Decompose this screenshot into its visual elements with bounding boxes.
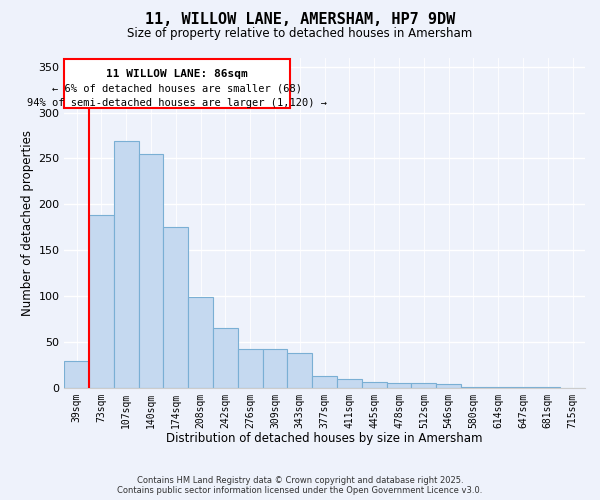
Bar: [412, 383, 436, 388]
Bar: [64, 361, 89, 388]
Bar: [362, 382, 386, 388]
Bar: [486, 387, 511, 388]
Bar: [535, 387, 560, 388]
X-axis label: Distribution of detached houses by size in Amersham: Distribution of detached houses by size …: [166, 432, 483, 445]
Text: Size of property relative to detached houses in Amersham: Size of property relative to detached ho…: [127, 28, 473, 40]
Bar: [287, 353, 312, 388]
Bar: [163, 227, 188, 388]
Y-axis label: Number of detached properties: Number of detached properties: [21, 130, 34, 316]
Bar: [89, 216, 114, 388]
Bar: [114, 141, 139, 388]
Text: Contains HM Land Registry data © Crown copyright and database right 2025.
Contai: Contains HM Land Registry data © Crown c…: [118, 476, 482, 495]
Bar: [312, 376, 337, 388]
Bar: [263, 349, 287, 388]
Text: 11 WILLOW LANE: 86sqm: 11 WILLOW LANE: 86sqm: [106, 68, 248, 78]
Bar: [188, 297, 213, 388]
Bar: [213, 328, 238, 388]
Text: 11, WILLOW LANE, AMERSHAM, HP7 9DW: 11, WILLOW LANE, AMERSHAM, HP7 9DW: [145, 12, 455, 28]
Text: ← 6% of detached houses are smaller (68): ← 6% of detached houses are smaller (68): [52, 83, 302, 93]
Bar: [436, 384, 461, 388]
Bar: [461, 387, 486, 388]
Bar: [386, 383, 412, 388]
Text: 94% of semi-detached houses are larger (1,120) →: 94% of semi-detached houses are larger (…: [27, 98, 327, 108]
Bar: [337, 380, 362, 388]
Bar: [238, 349, 263, 388]
Bar: [511, 387, 535, 388]
Bar: [139, 154, 163, 388]
FancyBboxPatch shape: [64, 60, 290, 108]
